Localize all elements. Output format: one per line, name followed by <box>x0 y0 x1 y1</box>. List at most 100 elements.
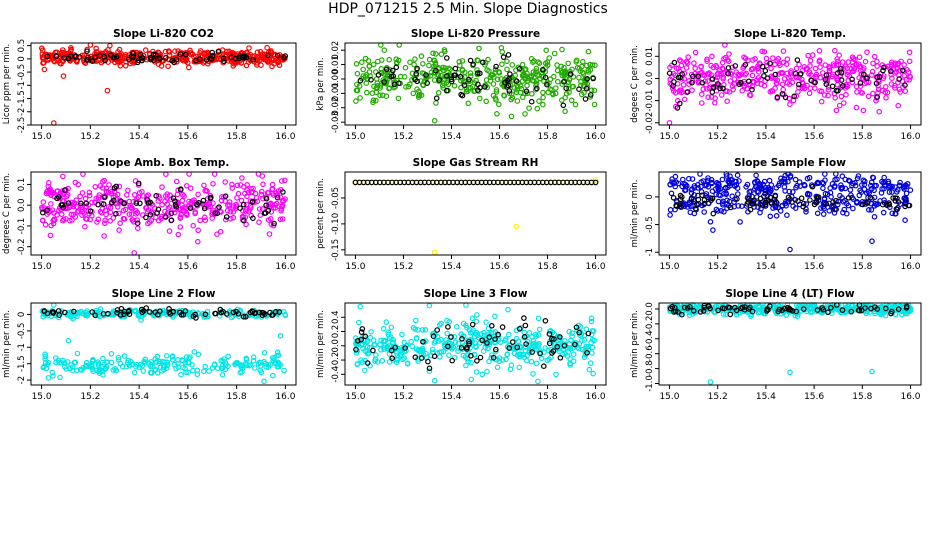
data-point <box>418 53 425 59</box>
data-point <box>126 211 133 218</box>
data-point <box>187 310 194 316</box>
data-point <box>97 183 104 189</box>
data-point <box>889 189 895 195</box>
data-point <box>792 205 799 211</box>
data-point <box>436 321 443 328</box>
data-point <box>243 313 249 320</box>
data-point <box>713 64 720 70</box>
data-point <box>716 181 722 188</box>
data-point <box>704 58 710 65</box>
data-point <box>85 54 91 61</box>
data-point <box>44 207 51 214</box>
data-point <box>834 176 840 183</box>
data-point <box>500 54 507 60</box>
data-point <box>201 205 208 212</box>
data-point <box>805 52 811 59</box>
data-point <box>888 71 894 78</box>
data-point <box>452 72 459 79</box>
data-point <box>370 97 377 104</box>
data-point <box>533 68 540 74</box>
data-point <box>208 56 215 62</box>
data-point <box>165 63 171 70</box>
data-point <box>257 359 264 366</box>
data-point <box>719 176 726 183</box>
data-point <box>142 359 149 366</box>
data-point <box>780 86 787 93</box>
data-point <box>156 360 163 367</box>
data-point <box>825 87 832 93</box>
data-point <box>777 62 783 69</box>
panel-6: Slope Sample Flow ml/min per min. 15.0 15.2… <box>630 157 922 272</box>
data-point <box>110 215 117 221</box>
data-point <box>173 178 180 185</box>
data-point <box>82 195 89 202</box>
data-point <box>882 89 889 96</box>
data-point <box>418 355 425 361</box>
data-point <box>710 227 716 233</box>
y-tick-label: 0.1 <box>17 178 27 192</box>
data-point <box>774 77 781 84</box>
data-point <box>107 42 113 49</box>
data-point <box>792 176 799 183</box>
data-point <box>570 83 577 90</box>
data-point <box>495 101 502 108</box>
data-point <box>694 201 700 208</box>
data-point <box>354 70 361 77</box>
data-point <box>50 310 57 316</box>
data-point <box>449 357 456 364</box>
data-point <box>135 225 141 232</box>
data-point <box>798 195 805 202</box>
data-point <box>270 57 277 63</box>
series-selected <box>670 183 912 217</box>
data-point <box>509 339 516 345</box>
data-point <box>498 44 505 51</box>
data-point <box>87 216 94 223</box>
data-point <box>821 92 828 98</box>
data-point <box>893 206 900 212</box>
data-point <box>742 62 749 68</box>
data-point <box>534 346 540 353</box>
data-point <box>868 72 875 78</box>
x-tick-label: 15.6 <box>804 392 824 402</box>
data-point <box>812 65 819 72</box>
data-point <box>123 363 130 370</box>
data-point <box>493 63 499 70</box>
data-point <box>245 189 252 196</box>
data-point <box>816 180 822 187</box>
data-point <box>700 86 707 93</box>
data-point <box>864 49 870 56</box>
data-point <box>261 349 268 356</box>
data-point <box>723 191 730 198</box>
data-point <box>197 217 204 224</box>
y-tick-label: 0.4 <box>331 310 341 324</box>
data-point <box>177 214 184 220</box>
data-point <box>490 81 497 87</box>
data-point <box>546 340 553 347</box>
data-point <box>529 349 536 355</box>
data-point <box>170 356 176 363</box>
data-point <box>756 303 762 310</box>
data-point <box>400 356 406 363</box>
data-point <box>279 202 286 209</box>
data-point <box>860 107 867 114</box>
data-point <box>800 203 806 210</box>
data-point <box>584 76 591 82</box>
data-point <box>210 200 216 206</box>
data-point <box>531 340 538 347</box>
data-point <box>203 57 210 63</box>
data-point <box>868 182 874 189</box>
data-point <box>585 67 592 74</box>
data-point <box>133 307 139 314</box>
data-point <box>572 101 579 108</box>
data-point <box>764 59 770 66</box>
data-point <box>773 199 780 206</box>
data-point <box>796 61 802 68</box>
data-point <box>796 179 803 185</box>
data-point <box>177 187 184 193</box>
data-point <box>259 312 266 319</box>
data-point <box>224 207 231 214</box>
data-point <box>357 303 364 310</box>
data-point <box>809 52 816 58</box>
data-point <box>720 311 727 317</box>
data-point <box>685 54 692 60</box>
